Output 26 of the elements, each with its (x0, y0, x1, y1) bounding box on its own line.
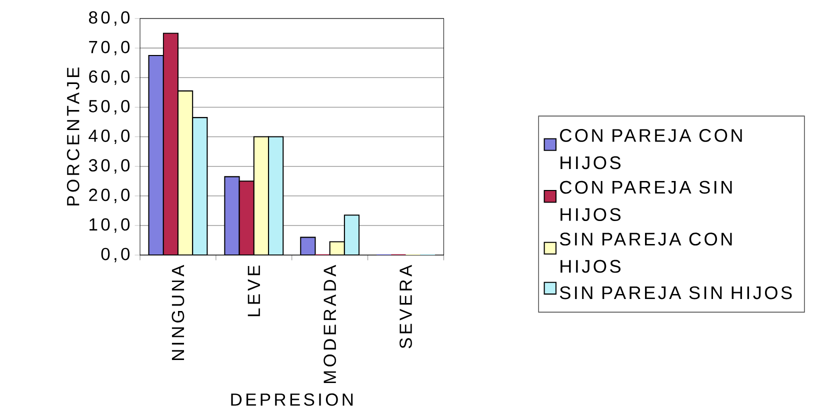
bar (268, 136, 284, 256)
y-tick-label: 80,0 (89, 11, 130, 26)
y-tick-label: 0,0 (101, 248, 130, 262)
y-axis-title: PORCENTAJE (66, 68, 80, 206)
y-tick-label: 40,0 (88, 130, 130, 144)
x-tick-label: MODERADA (324, 265, 336, 384)
y-tick-label: 10,0 (90, 218, 130, 233)
bar (344, 214, 360, 256)
legend-label: CON PAREJA SIN HIJOS (560, 181, 732, 222)
bar (192, 117, 208, 256)
x-axis-title: DEPRESION (231, 394, 353, 406)
x-tick-label: SEVERA (400, 265, 412, 348)
legend-label: SIN PAREJA CON HIJOS (560, 232, 732, 273)
bar (238, 180, 254, 256)
y-tick-label: 20,0 (89, 188, 130, 204)
y-tick-label: 50,0 (88, 100, 130, 115)
bar (148, 55, 164, 256)
y-tick-label: 30,0 (88, 159, 130, 174)
legend-label: SIN PAREJA SIN HIJOS (560, 286, 792, 300)
bar (162, 32, 179, 256)
y-tick-label: 70,0 (89, 41, 130, 56)
legend-label: CON PAREJA CON HIJOS (560, 129, 742, 170)
x-tick-label: NINGUNA (172, 265, 184, 360)
x-tick-label: LEVE (248, 266, 260, 316)
y-tick-label: 60,0 (89, 70, 130, 86)
bar (224, 176, 240, 256)
